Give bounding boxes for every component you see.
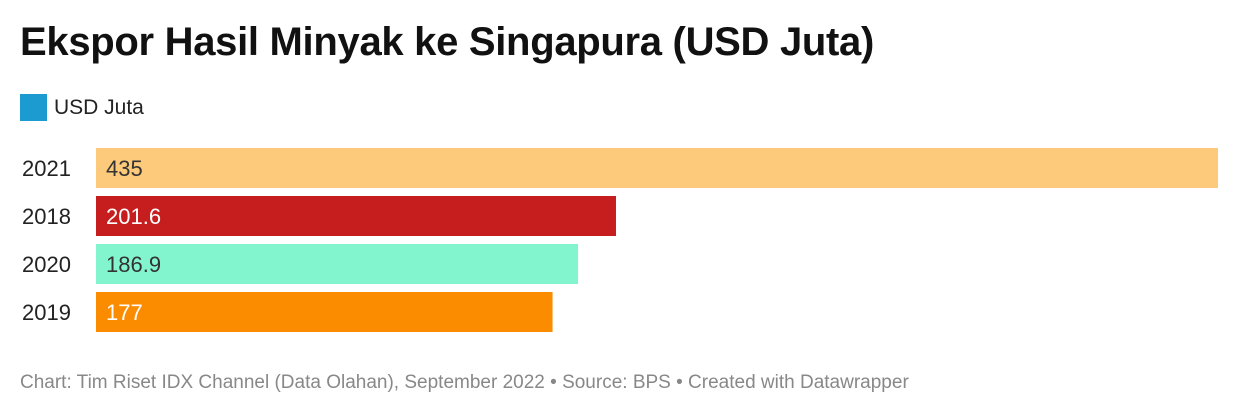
chart-footer: Chart: Tim Riset IDX Channel (Data Olaha… <box>20 372 909 393</box>
bar-chart: 2021 435 2018 201.6 2020 186.9 2019 177 <box>22 148 1218 332</box>
bar-value-label: 177 <box>106 300 143 325</box>
bar <box>96 148 1218 188</box>
y-tick-label: 2020 <box>22 252 71 277</box>
legend-swatch <box>20 94 47 121</box>
legend: USD Juta <box>20 94 144 121</box>
bar <box>96 244 579 284</box>
legend-label: USD Juta <box>54 95 144 119</box>
chart-title: Ekspor Hasil Minyak ke Singapura (USD Ju… <box>20 20 875 64</box>
bar <box>96 196 616 236</box>
bar-value-label: 186.9 <box>106 252 161 277</box>
y-tick-label: 2019 <box>22 300 71 325</box>
bar-value-label: 201.6 <box>106 204 161 229</box>
y-tick-label: 2018 <box>22 204 71 229</box>
bar-value-label: 435 <box>106 156 143 181</box>
y-tick-label: 2021 <box>22 156 71 181</box>
bar <box>96 292 553 332</box>
